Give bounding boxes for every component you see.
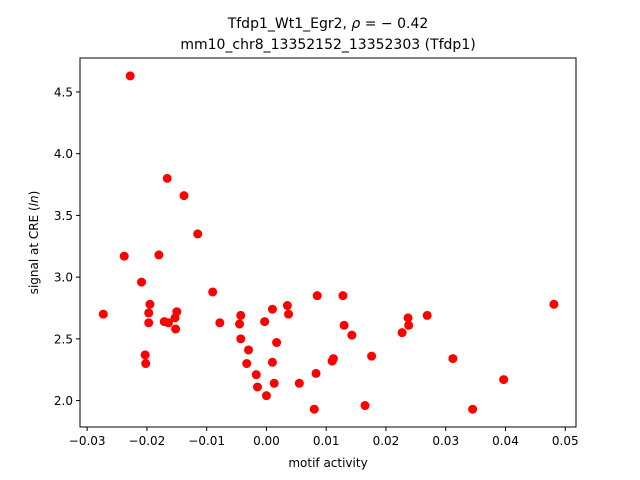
data-point-46 bbox=[397, 328, 407, 338]
y-tick-label-2: 3.0 bbox=[54, 271, 73, 285]
data-point-49 bbox=[422, 310, 432, 320]
data-point-17 bbox=[193, 229, 203, 239]
y-axis-label-italic: ln bbox=[27, 195, 41, 206]
y-axis-label: signal at CRE (ln) bbox=[27, 191, 41, 295]
data-point-37 bbox=[311, 368, 321, 378]
data-point-50 bbox=[448, 354, 458, 364]
data-point-51 bbox=[468, 404, 478, 414]
data-point-26 bbox=[252, 382, 262, 392]
x-tick-label-3: 0.00 bbox=[253, 434, 280, 448]
data-point-14 bbox=[171, 324, 181, 334]
data-point-31 bbox=[269, 378, 279, 388]
chart-title-rho: ρ bbox=[351, 16, 360, 32]
data-point-32 bbox=[272, 338, 282, 348]
data-point-20 bbox=[235, 319, 245, 329]
x-tick-label-1: −0.02 bbox=[129, 434, 166, 448]
y-tick-label-3: 3.5 bbox=[54, 209, 73, 223]
data-point-6 bbox=[144, 318, 154, 328]
y-axis-ticks: 2.0 2.5 3.0 3.5 4.0 4.5 bbox=[54, 85, 80, 408]
data-point-19 bbox=[215, 318, 225, 328]
y-tick-label-1: 2.5 bbox=[54, 332, 73, 346]
data-point-23 bbox=[242, 359, 252, 369]
data-point-16 bbox=[179, 191, 189, 201]
x-axis-label: motif activity bbox=[288, 456, 367, 470]
data-point-5 bbox=[141, 359, 151, 369]
chart-title-value: = − 0.42 bbox=[360, 16, 428, 32]
data-point-15 bbox=[172, 307, 182, 317]
data-point-3 bbox=[137, 277, 147, 287]
y-tick-label-5: 4.5 bbox=[54, 85, 73, 99]
data-point-27 bbox=[260, 317, 270, 327]
data-point-43 bbox=[347, 330, 357, 340]
data-point-52 bbox=[499, 375, 509, 385]
data-point-41 bbox=[338, 291, 348, 301]
data-point-28 bbox=[261, 391, 271, 401]
data-point-8 bbox=[145, 299, 155, 309]
data-point-4 bbox=[140, 350, 150, 360]
x-tick-label-7: 0.04 bbox=[492, 434, 519, 448]
x-tick-label-8: 0.05 bbox=[552, 434, 579, 448]
data-point-22 bbox=[236, 334, 246, 344]
data-point-48 bbox=[404, 320, 414, 330]
x-axis-ticks: −0.03 −0.02 −0.01 0.00 0.01 0.02 0.03 0.04 0.05 bbox=[69, 427, 579, 448]
data-point-35 bbox=[294, 378, 304, 388]
data-point-42 bbox=[339, 320, 349, 330]
data-point-47 bbox=[403, 313, 413, 323]
x-tick-label-2: −0.01 bbox=[188, 434, 225, 448]
chart-title-line1: Tfdp1_Wt1_Egr2, ρ = − 0.42 bbox=[227, 16, 429, 32]
x-tick-label-0: −0.03 bbox=[69, 434, 106, 448]
data-point-40 bbox=[328, 354, 338, 364]
x-tick-label-5: 0.02 bbox=[373, 434, 400, 448]
chart-title-line2: mm10_chr8_13352152_13352303 (Tfdp1) bbox=[180, 37, 475, 53]
y-axis-label-prefix: signal at CRE ( bbox=[27, 206, 41, 294]
chart-title-prefix: Tfdp1_Wt1_Egr2, bbox=[227, 16, 352, 32]
plot-frame bbox=[79, 57, 577, 428]
data-point-34 bbox=[284, 309, 294, 319]
data-point-12 bbox=[163, 318, 173, 328]
data-point-7 bbox=[144, 308, 154, 318]
data-point-9 bbox=[154, 250, 164, 260]
data-point-1 bbox=[119, 251, 129, 261]
data-point-2 bbox=[125, 71, 135, 81]
data-points bbox=[98, 71, 559, 414]
data-point-29 bbox=[267, 304, 277, 314]
data-point-45 bbox=[367, 351, 377, 361]
data-point-11 bbox=[162, 173, 172, 183]
data-point-44 bbox=[360, 401, 370, 411]
data-point-33 bbox=[282, 301, 292, 311]
data-point-36 bbox=[309, 404, 319, 414]
data-point-0 bbox=[98, 309, 108, 319]
data-point-18 bbox=[208, 287, 218, 297]
data-point-25 bbox=[251, 370, 261, 380]
data-point-21 bbox=[236, 310, 246, 320]
x-tick-label-4: 0.01 bbox=[313, 434, 340, 448]
data-point-24 bbox=[244, 345, 254, 355]
x-tick-label-6: 0.03 bbox=[432, 434, 459, 448]
y-tick-label-0: 2.0 bbox=[54, 394, 73, 408]
y-tick-label-4: 4.0 bbox=[54, 147, 73, 161]
data-point-53 bbox=[549, 299, 559, 309]
y-axis-label-suffix: ) bbox=[27, 191, 41, 196]
data-point-30 bbox=[267, 357, 277, 367]
data-point-38 bbox=[312, 291, 322, 301]
